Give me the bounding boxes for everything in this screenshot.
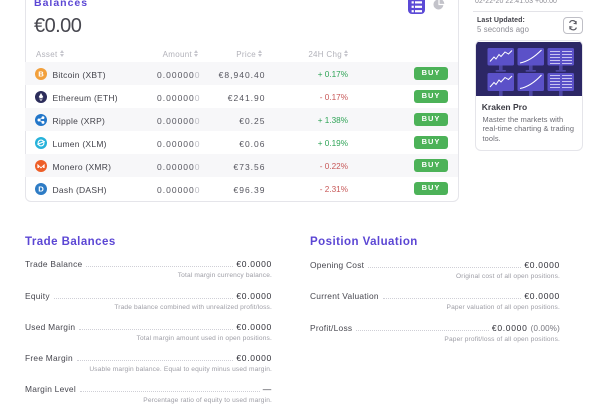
svg-text:B: B <box>38 70 44 79</box>
svg-text:D: D <box>38 185 44 194</box>
